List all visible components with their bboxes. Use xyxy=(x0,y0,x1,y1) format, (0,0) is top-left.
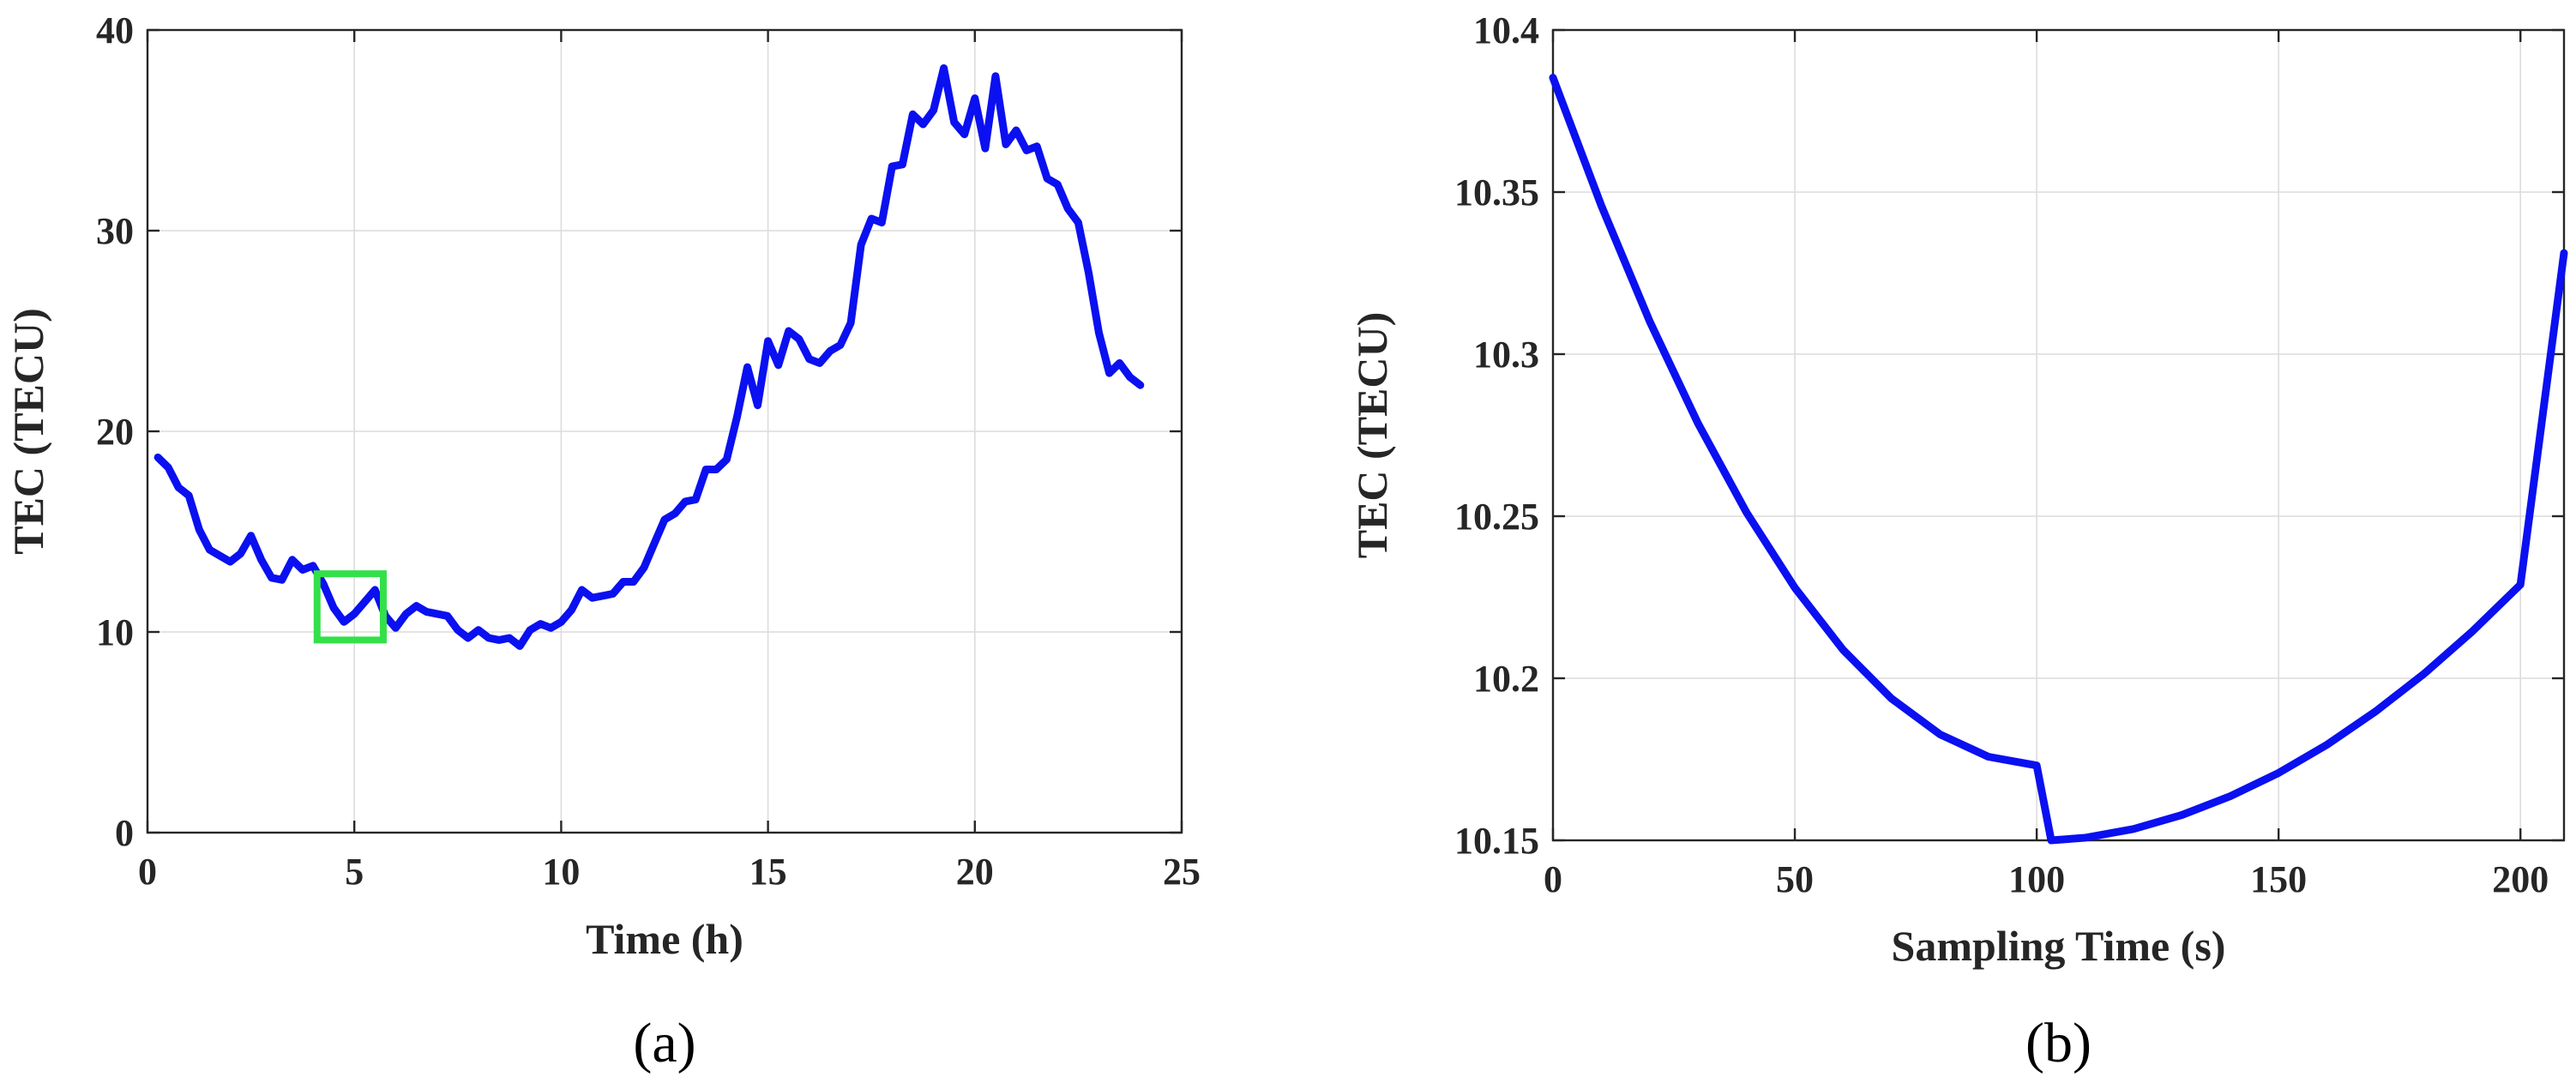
x-tick-label: 15 xyxy=(749,851,787,893)
tec-series-line-a xyxy=(153,64,1145,650)
ticks-b: 0 50 100 150 200 10.15 10.2 10.25 10.3 10.35 10.4 xyxy=(1454,9,2564,900)
x-tick-label: 25 xyxy=(1163,851,1201,893)
x-tick-label: 100 xyxy=(2008,858,2065,900)
y-tick-label: 30 xyxy=(96,210,134,252)
y-tick-label: 40 xyxy=(96,9,134,51)
y-tick-label: 0 xyxy=(115,812,134,854)
x-tick-label: 150 xyxy=(2250,858,2307,900)
x-tick-label: 0 xyxy=(1544,858,1562,900)
y-tick-label: 10 xyxy=(96,611,134,653)
x-axis-label-a: Time (h) xyxy=(586,915,743,963)
tec-series-line-b xyxy=(1549,74,2568,845)
y-tick-label: 10.4 xyxy=(1473,9,1539,51)
chart-panel-b: 0 50 100 150 20010.1510.210.2510.310.3510.4 … xyxy=(1348,9,2568,1074)
y-axis-label-a: TEC (TECU) xyxy=(4,308,52,555)
x-tick-label: 5 xyxy=(345,851,364,893)
y-tick-label: 10.15 xyxy=(1454,820,1539,862)
y-tick-label: 20 xyxy=(96,411,134,453)
y-tick-label: 10.35 xyxy=(1454,171,1539,214)
highlight-box xyxy=(313,570,387,644)
panel-label-b: (b) xyxy=(2025,1012,2091,1074)
x-tick-label: 0 xyxy=(138,851,157,893)
x-tick-label: 200 xyxy=(2492,858,2549,900)
y-tick-label: 10.25 xyxy=(1454,496,1539,538)
x-tick-label: 10 xyxy=(542,851,580,893)
ticks-a: 0 5 10 15 20 25 0 10 20 30 40 xyxy=(96,9,1201,893)
y-tick-label: 10.3 xyxy=(1473,334,1539,376)
panel-label-a: (a) xyxy=(633,1012,695,1074)
x-axis-label-b: Sampling Time (s) xyxy=(1892,922,2226,970)
x-tick-label: 20 xyxy=(956,851,994,893)
y-axis-label-b: TEC (TECU) xyxy=(1348,312,1396,559)
x-tick-label: 50 xyxy=(1776,858,1814,900)
y-tick-label: 10.2 xyxy=(1473,658,1539,700)
